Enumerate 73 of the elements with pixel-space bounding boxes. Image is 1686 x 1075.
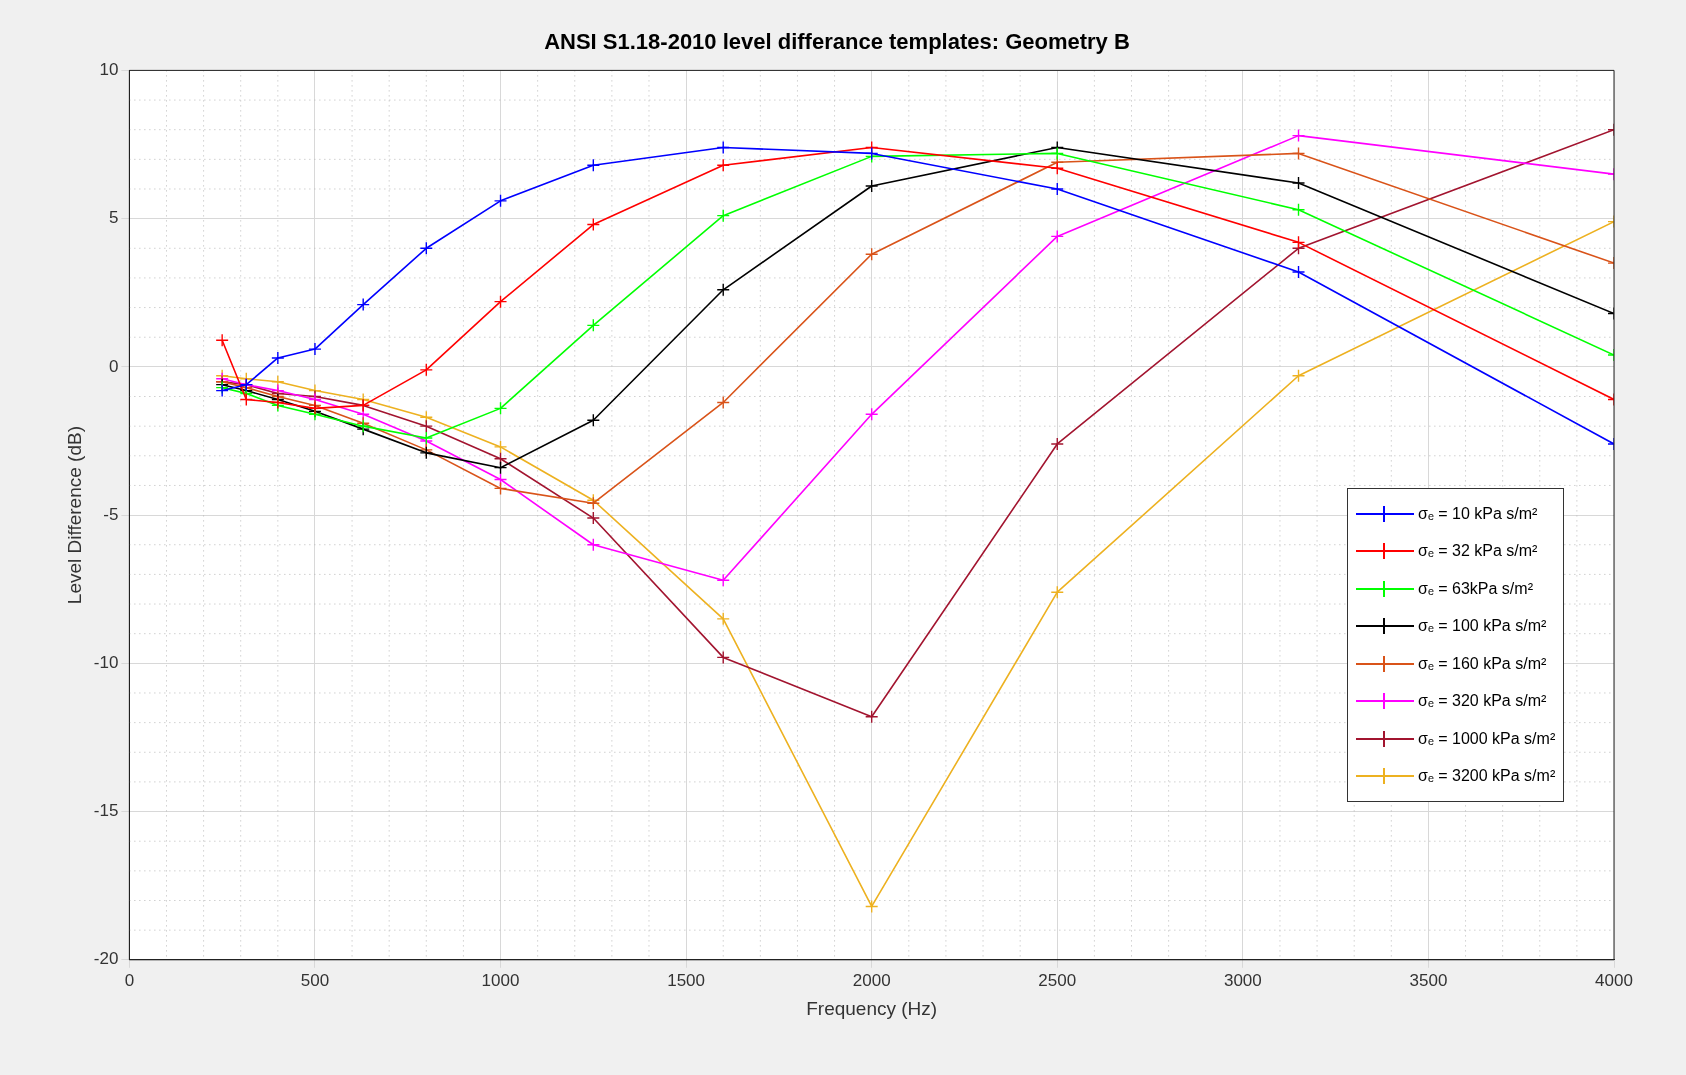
point	[864, 710, 879, 724]
point	[716, 140, 730, 155]
point	[1050, 182, 1064, 196]
point	[716, 650, 730, 665]
legend-label: σₑ = 10 kPa s/m²	[1418, 504, 1538, 523]
point	[419, 419, 433, 433]
legend-label: σₑ = 32 kPa s/m²	[1418, 542, 1538, 561]
legend-label: σₑ = 1000 kPa s/m²	[1418, 729, 1556, 748]
point	[716, 395, 730, 410]
point	[1050, 229, 1064, 244]
point	[716, 208, 730, 223]
point	[864, 899, 879, 914]
x-tick-label: 500	[300, 970, 330, 990]
point	[586, 217, 601, 232]
x-tick-label: 4000	[1595, 970, 1633, 990]
x-tick-label: 3000	[1223, 970, 1262, 990]
y-tick-label: 5	[108, 208, 119, 228]
x-tick-label: 0	[124, 970, 135, 990]
point	[716, 573, 730, 588]
legend-label: σₑ = 100 kPa s/m²	[1418, 617, 1547, 636]
chart-title: ANSI S1.18-2010 level differance templates: Geometry B	[544, 29, 1130, 55]
y-tick-label: 10	[99, 60, 119, 80]
point	[308, 342, 322, 356]
point	[271, 351, 285, 365]
x-axis-title: Frequency (Hz)	[806, 997, 938, 1019]
point	[239, 392, 253, 407]
point	[586, 413, 601, 427]
point	[716, 158, 730, 172]
x-tick-label: 1000	[481, 970, 520, 990]
y-tick-label: -15	[93, 801, 119, 821]
y-tick-label: -20	[93, 949, 119, 969]
point	[1291, 128, 1306, 143]
point	[493, 194, 508, 208]
point	[1291, 146, 1306, 161]
point	[1291, 235, 1306, 250]
point	[864, 247, 879, 261]
point	[716, 283, 730, 297]
point	[586, 511, 601, 525]
point	[493, 460, 508, 475]
y-axis-title: Level Difference (dB)	[63, 426, 85, 605]
point	[864, 179, 879, 193]
point	[419, 241, 433, 255]
point	[586, 538, 601, 552]
point	[356, 297, 370, 312]
legend-label: σₑ = 320 kPa s/m²	[1418, 692, 1547, 711]
x-tick-label: 2500	[1038, 970, 1077, 990]
point	[1291, 265, 1306, 279]
point	[1050, 585, 1064, 599]
point	[1291, 176, 1306, 190]
point	[1291, 369, 1306, 383]
legend-label: σₑ = 3200 kPa s/m²	[1418, 767, 1556, 786]
point	[1050, 161, 1064, 175]
legend-label: σₑ = 63kPa s/m²	[1418, 579, 1533, 598]
point	[493, 401, 508, 416]
x-tick-label: 2000	[852, 970, 891, 990]
point	[493, 481, 508, 496]
y-tick-label: -5	[103, 504, 119, 524]
point	[419, 363, 433, 377]
point	[493, 440, 508, 454]
y-tick-label: -10	[93, 653, 119, 673]
point	[716, 612, 730, 626]
legend-label: σₑ = 160 kPa s/m²	[1418, 654, 1547, 673]
point	[586, 158, 601, 172]
point	[586, 318, 601, 333]
point	[493, 294, 508, 309]
point	[864, 407, 879, 421]
point	[1050, 146, 1064, 161]
x-tick-label: 1500	[667, 970, 706, 990]
y-tick-label: 0	[108, 356, 119, 376]
x-tick-label: 3500	[1409, 970, 1448, 990]
point	[1291, 203, 1306, 217]
point	[215, 333, 229, 347]
point	[1050, 437, 1064, 451]
